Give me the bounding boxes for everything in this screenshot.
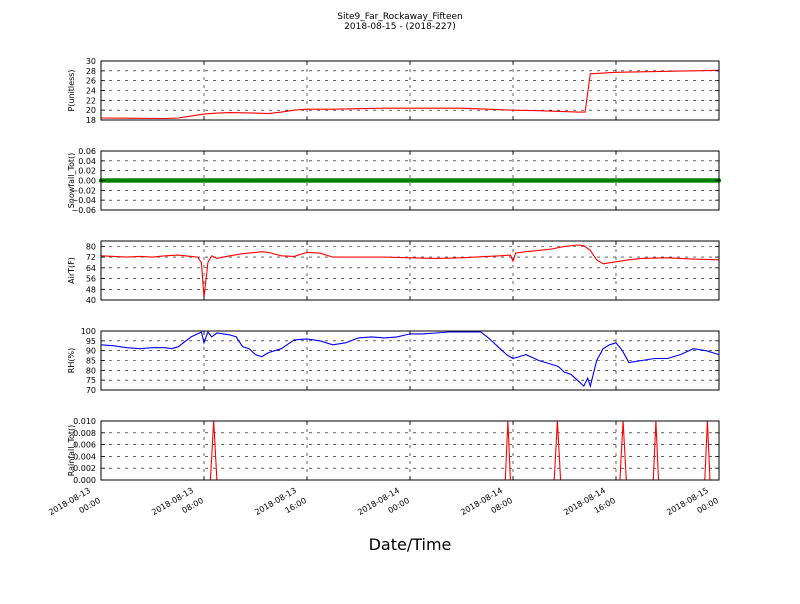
y-tick-label: 0.02 — [78, 167, 96, 176]
y-axis-label: P(unitless) — [67, 69, 76, 111]
y-tick-label: 80 — [86, 242, 96, 251]
y-tick-label: 90 — [86, 347, 96, 356]
y-tick-label: 0.002 — [73, 464, 96, 473]
y-tick-label: 18 — [86, 116, 96, 125]
y-axis-label: RH(%) — [67, 348, 76, 373]
y-tick-label: −0.02 — [71, 186, 96, 195]
y-tick-label: 0.000 — [73, 476, 96, 485]
y-tick-label: 56 — [86, 275, 96, 284]
y-tick-label: 24 — [86, 87, 96, 96]
series-line-4 — [100, 330, 720, 389]
series-line-1 — [100, 69, 720, 120]
chart-title: Site9_Far_Rockaway_Fifteen — [337, 12, 463, 22]
y-tick-label: 72 — [86, 253, 96, 262]
y-tick-label: −0.06 — [71, 206, 96, 215]
y-tick-label: 0.008 — [73, 429, 96, 438]
y-tick-label: 26 — [86, 77, 96, 86]
chart-subtitle: 2018-08-15 - (2018-227) — [344, 22, 456, 32]
y-tick-label: 70 — [86, 386, 96, 395]
y-tick-label: 85 — [86, 357, 96, 366]
y-tick-label: 48 — [86, 285, 96, 294]
y-tick-label: 0.06 — [78, 147, 96, 156]
y-tick-label: 75 — [86, 376, 96, 385]
y-axis-label: Snowfall_Tot() — [67, 153, 76, 209]
y-tick-label: 95 — [86, 337, 96, 346]
y-tick-label: 28 — [86, 67, 96, 76]
y-tick-label: 0.006 — [73, 441, 96, 450]
y-tick-label: 40 — [86, 296, 96, 305]
y-axis-label: AirT(F) — [67, 257, 76, 284]
x-axis-label: Date/Time — [369, 535, 452, 554]
y-axis-label: Rainfall_Tot() — [67, 425, 76, 477]
y-tick-label: 100 — [81, 327, 96, 336]
y-tick-label: 20 — [86, 106, 96, 115]
y-tick-label: 22 — [86, 96, 96, 105]
y-tick-label: 64 — [86, 264, 96, 273]
y-tick-label: 30 — [86, 57, 96, 66]
y-tick-label: 0.00 — [78, 177, 96, 186]
y-tick-label: 80 — [86, 366, 96, 375]
y-tick-label: −0.04 — [71, 196, 96, 205]
y-tick-label: 0.010 — [73, 417, 96, 426]
y-tick-label: 0.004 — [73, 452, 96, 461]
series-line-3 — [100, 244, 720, 298]
y-tick-label: 0.04 — [78, 157, 96, 166]
